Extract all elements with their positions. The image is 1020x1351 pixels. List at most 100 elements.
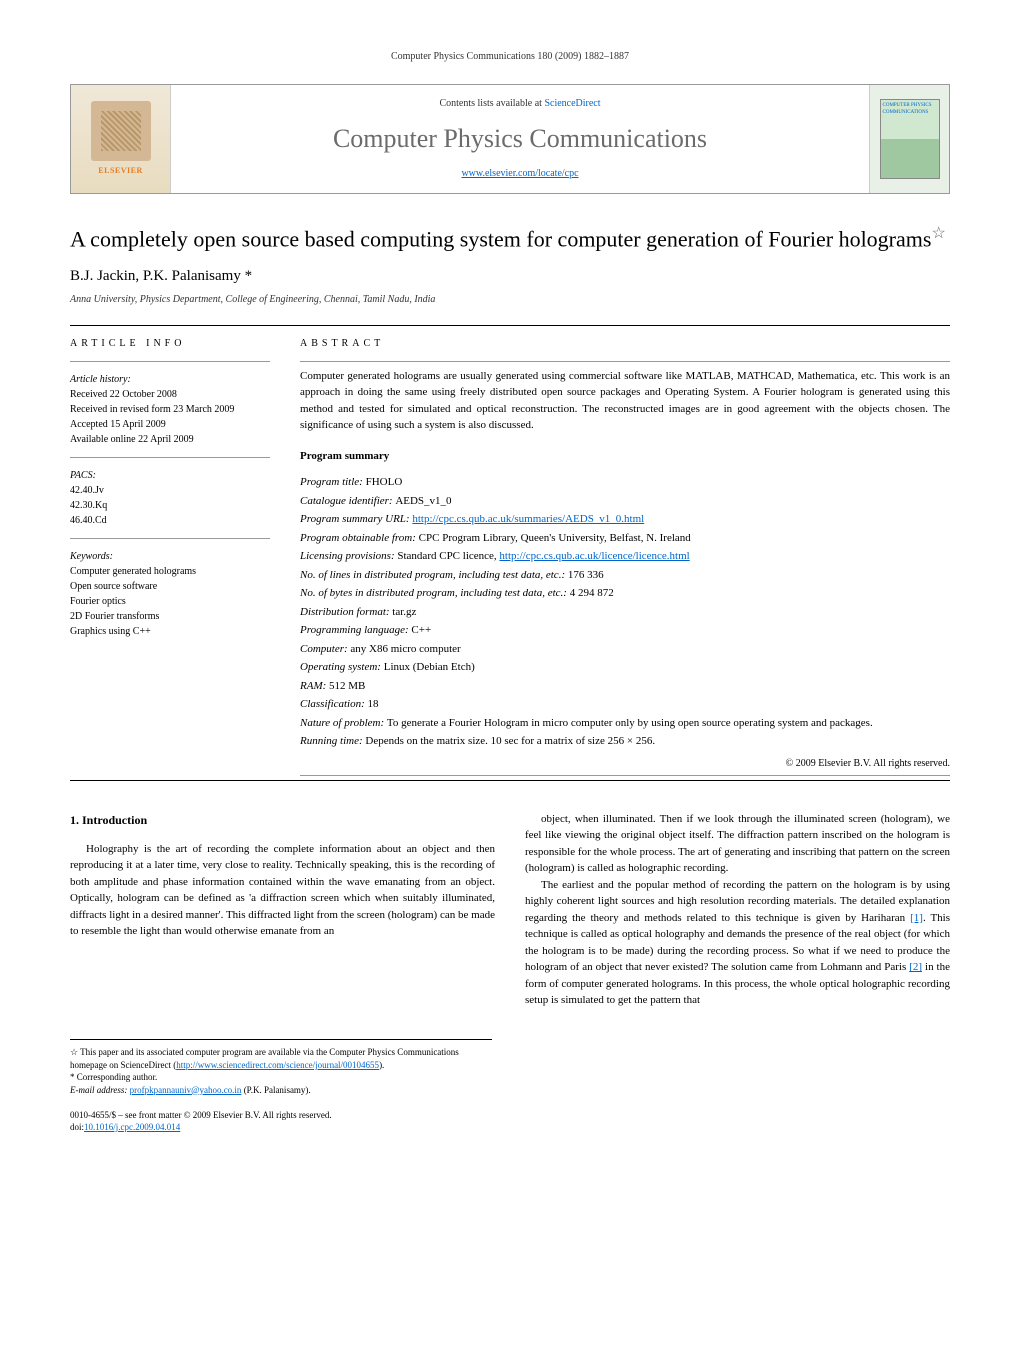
footnotes: ☆ This paper and its associated computer…: [70, 1039, 492, 1096]
footnote-star-close: ).: [379, 1060, 384, 1070]
ps-value: tar.gz: [392, 606, 416, 618]
ps-value: CPC Program Library, Queen's University,…: [419, 532, 691, 544]
abstract-copyright: © 2009 Elsevier B.V. All rights reserved…: [300, 756, 950, 771]
program-summary-item: Catalogue identifier: AEDS_v1_0: [300, 493, 950, 510]
footnote-email: E-mail address: profpkpannauniv@yahoo.co…: [70, 1084, 492, 1097]
ps-label: Catalogue identifier:: [300, 495, 395, 507]
ps-value: Depends on the matrix size. 10 sec for a…: [365, 735, 655, 747]
email-name: (P.K. Palanisamy).: [244, 1085, 311, 1095]
doi-label: doi:: [70, 1122, 84, 1132]
keyword-item: Open source software: [70, 579, 270, 594]
body-paragraph: Holography is the art of recording the c…: [70, 841, 495, 940]
ps-value: AEDS_v1_0: [395, 495, 451, 507]
program-summary-item: Nature of problem: To generate a Fourier…: [300, 715, 950, 732]
keyword-item: 2D Fourier transforms: [70, 609, 270, 624]
ps-label: Licensing provisions:: [300, 550, 397, 562]
history-item: Available online 22 April 2009: [70, 432, 270, 447]
ps-label: Program title:: [300, 476, 366, 488]
ps-value: 4 294 872: [570, 587, 614, 599]
body-right-column: object, when illuminated. Then if we loo…: [525, 811, 950, 1009]
ps-label: No. of lines in distributed program, inc…: [300, 569, 568, 581]
citation-link[interactable]: [2]: [909, 961, 922, 973]
ps-value: 176 336: [568, 569, 604, 581]
history-label: Article history:: [70, 372, 270, 387]
program-summary-item: Programming language: C++: [300, 622, 950, 639]
keyword-item: Graphics using C++: [70, 624, 270, 639]
footnote-corresponding: * Corresponding author.: [70, 1071, 492, 1084]
pacs-item: 42.40.Jv: [70, 483, 270, 498]
email-label: E-mail address:: [70, 1085, 127, 1095]
ps-link[interactable]: http://cpc.cs.qub.ac.uk/licence/licence.…: [499, 550, 689, 562]
ps-value: any X86 micro computer: [350, 643, 460, 655]
ps-label: Program obtainable from:: [300, 532, 419, 544]
doi-link[interactable]: 10.1016/j.cpc.2009.04.014: [84, 1122, 180, 1132]
affiliation: Anna University, Physics Department, Col…: [70, 293, 950, 307]
elsevier-tree-icon: [91, 101, 151, 161]
keyword-item: Computer generated holograms: [70, 564, 270, 579]
program-summary-item: Program title: FHOLO: [300, 474, 950, 491]
banner-center: Contents lists available at ScienceDirec…: [171, 85, 869, 193]
pacs-label: PACS:: [70, 468, 270, 483]
article-info-column: ARTICLE INFO Article history: Received 2…: [70, 336, 270, 776]
ps-value: C++: [411, 624, 431, 636]
ps-value: To generate a Fourier Hologram in micro …: [387, 717, 873, 729]
program-summary-item: RAM: 512 MB: [300, 678, 950, 695]
header-citation: Computer Physics Communications 180 (200…: [70, 50, 950, 64]
sciencedirect-link[interactable]: ScienceDirect: [544, 98, 600, 109]
ps-label: Running time:: [300, 735, 365, 747]
authors-line: B.J. Jackin, P.K. Palanisamy *: [70, 266, 950, 287]
contents-line: Contents lists available at ScienceDirec…: [439, 97, 600, 111]
abstract-column: ABSTRACT Computer generated holograms ar…: [300, 336, 950, 776]
ps-value: 18: [368, 698, 379, 710]
journal-cover-area: COMPUTER PHYSICS COMMUNICATIONS: [869, 85, 949, 193]
program-summary-item: Distribution format: tar.gz: [300, 604, 950, 621]
program-summary-item: No. of lines in distributed program, inc…: [300, 567, 950, 584]
article-body: 1. Introduction Holography is the art of…: [70, 811, 950, 1009]
body-left-column: 1. Introduction Holography is the art of…: [70, 811, 495, 1009]
journal-name: Computer Physics Communications: [333, 121, 707, 157]
history-item: Received in revised form 23 March 2009: [70, 402, 270, 417]
divider-bottom: [70, 780, 950, 781]
footnote-star: ☆ This paper and its associated computer…: [70, 1046, 492, 1071]
star-icon: ☆: [70, 1047, 80, 1057]
journal-url-link[interactable]: www.elsevier.com/locate/cpc: [461, 167, 578, 181]
program-summary-item: Licensing provisions: Standard CPC licen…: [300, 548, 950, 565]
program-summary-item: Computer: any X86 micro computer: [300, 641, 950, 658]
ps-label: RAM:: [300, 680, 329, 692]
article-title: A completely open source based computing…: [70, 224, 950, 254]
footer-copyright: 0010-4655/$ – see front matter © 2009 El…: [70, 1110, 950, 1122]
ps-label: Operating system:: [300, 661, 384, 673]
history-item: Accepted 15 April 2009: [70, 417, 270, 432]
footnote-star-link[interactable]: http://www.sciencedirect.com/science/jou…: [176, 1060, 379, 1070]
abstract-text: Computer generated holograms are usually…: [300, 368, 950, 434]
program-summary-item: Program obtainable from: CPC Program Lib…: [300, 530, 950, 547]
ps-value: Linux (Debian Etch): [384, 661, 475, 673]
journal-banner: ELSEVIER Contents lists available at Sci…: [70, 84, 950, 194]
program-summary-item: Operating system: Linux (Debian Etch): [300, 659, 950, 676]
email-link[interactable]: profpkpannauniv@yahoo.co.in: [130, 1085, 242, 1095]
ps-label: Nature of problem:: [300, 717, 387, 729]
program-summary-item: Program summary URL: http://cpc.cs.qub.a…: [300, 511, 950, 528]
program-summary-item: No. of bytes in distributed program, inc…: [300, 585, 950, 602]
keyword-item: Fourier optics: [70, 594, 270, 609]
contents-prefix: Contents lists available at: [439, 98, 544, 109]
ps-link[interactable]: http://cpc.cs.qub.ac.uk/summaries/AEDS_v…: [412, 513, 644, 525]
program-summary-item: Classification: 18: [300, 696, 950, 713]
ps-label: Computer:: [300, 643, 350, 655]
abstract-heading: ABSTRACT: [300, 336, 950, 351]
citation-link[interactable]: [1]: [910, 912, 923, 924]
ps-value: FHOLO: [366, 476, 403, 488]
article-info-heading: ARTICLE INFO: [70, 336, 270, 351]
ps-label: Programming language:: [300, 624, 411, 636]
body-paragraph: The earliest and the popular method of r…: [525, 877, 950, 1009]
title-star-icon: ☆: [931, 225, 945, 242]
pacs-item: 42.30.Kq: [70, 498, 270, 513]
journal-cover-icon: COMPUTER PHYSICS COMMUNICATIONS: [880, 99, 940, 179]
history-item: Received 22 October 2008: [70, 387, 270, 402]
divider-top: [70, 325, 950, 326]
body-paragraph: object, when illuminated. Then if we loo…: [525, 811, 950, 877]
program-summary-item: Running time: Depends on the matrix size…: [300, 733, 950, 750]
publisher-logo-area: ELSEVIER: [71, 85, 171, 193]
program-summary-list: Program title: FHOLO Catalogue identifier…: [300, 474, 950, 750]
ps-label: Program summary URL:: [300, 513, 412, 525]
